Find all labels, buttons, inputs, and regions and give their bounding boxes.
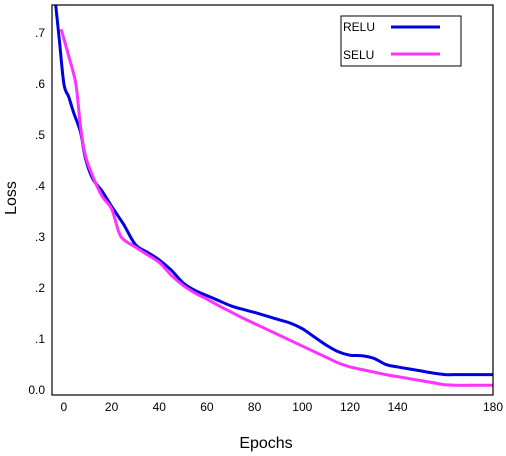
x-tick-label: 80 xyxy=(248,400,262,414)
x-tick-label: 0 xyxy=(61,400,68,414)
plot-frame xyxy=(51,4,494,396)
series-line-selu xyxy=(60,28,493,387)
y-tick-label: .5 xyxy=(35,128,45,142)
x-tick-label: 120 xyxy=(340,400,360,414)
y-axis-label: Loss xyxy=(3,181,20,215)
legend: RELU SELU xyxy=(340,15,462,67)
x-tick-labels: 0 20 40 60 80 100 120 140 180 xyxy=(61,400,504,414)
legend-box xyxy=(340,15,462,67)
legend-label-selu: SELU xyxy=(343,48,374,62)
x-tick-label: 20 xyxy=(105,400,119,414)
y-tick-label: .6 xyxy=(35,77,45,91)
series-layer xyxy=(54,5,493,387)
y-tick-label: .4 xyxy=(35,179,45,193)
x-tick-label: 180 xyxy=(483,400,503,414)
y-tick-label: .3 xyxy=(35,230,45,244)
y-tick-label: 0.0 xyxy=(28,383,45,397)
y-tick-label: .7 xyxy=(35,26,45,40)
x-tick-label: 140 xyxy=(388,400,408,414)
y-tick-labels: 0.0 .1 .2 .3 .4 .5 .6 .7 xyxy=(28,26,45,397)
x-tick-label: 40 xyxy=(153,400,167,414)
x-axis-label: Epochs xyxy=(239,435,292,452)
y-tick-label: .1 xyxy=(35,332,45,346)
legend-label-relu: RELU xyxy=(343,20,375,34)
x-tick-label: 60 xyxy=(200,400,214,414)
y-tick-label: .2 xyxy=(35,281,45,295)
x-tick-label: 100 xyxy=(292,400,312,414)
